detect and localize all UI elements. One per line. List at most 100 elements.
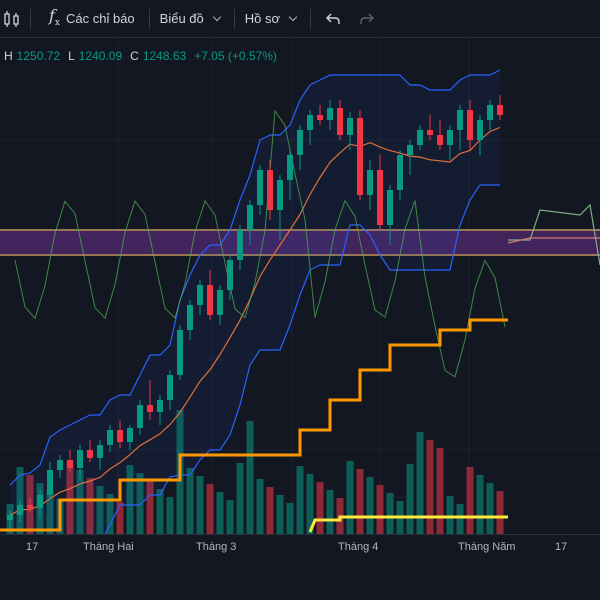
candle-body (407, 145, 413, 155)
redo-button[interactable] (359, 0, 375, 38)
candle-body (147, 405, 153, 412)
close-value: 1248.63 (142, 49, 187, 63)
candle-body (477, 120, 483, 140)
candle-body (197, 285, 203, 305)
candle-body (367, 170, 373, 195)
undo-icon (326, 13, 340, 24)
candle-body (47, 470, 53, 495)
volume-bar (316, 482, 324, 534)
volume-bar (196, 476, 204, 534)
candle-body (317, 115, 323, 120)
candle-body (217, 290, 223, 315)
volume-bar (466, 467, 474, 534)
candle-body (97, 445, 103, 458)
chart-toolbar: fx Các chỉ báo Biểu đồ Hồ sơ (0, 0, 600, 38)
candle-body (417, 130, 423, 145)
bollinger-lower-line (104, 184, 500, 534)
volume-bar (406, 464, 414, 534)
time-axis-label: Tháng Hai (83, 541, 134, 553)
volume-bar (236, 463, 244, 534)
candle-body (37, 495, 43, 508)
volume-bar (246, 421, 254, 534)
candle-body (27, 505, 33, 508)
candle-body (357, 118, 363, 195)
chevron-down-icon (212, 12, 221, 21)
candle-body (177, 330, 183, 375)
candles-chart-type-button[interactable] (2, 0, 22, 38)
candle-body (127, 428, 133, 442)
volume-bar (346, 461, 354, 534)
volume-bar (256, 479, 264, 534)
volume-bar (416, 432, 424, 534)
volume-bar (226, 500, 234, 534)
volume-bar (296, 466, 304, 534)
volume-bar (46, 491, 54, 534)
time-axis-label: Tháng 4 (338, 541, 379, 553)
candles-icon (4, 10, 19, 27)
price-zone-band (0, 229, 600, 256)
candle-body (307, 115, 313, 130)
orange-step-line (0, 318, 508, 532)
toolbar-divider (310, 8, 312, 29)
volume-bar (386, 493, 394, 534)
high-key: H (4, 49, 13, 63)
low-value: 1240.09 (78, 49, 123, 63)
profile-menu-button[interactable]: Hồ sơ (245, 0, 298, 38)
time-axis-label: 17 (26, 541, 39, 553)
moving-average-line (9, 126, 501, 516)
volume-bar (276, 495, 284, 534)
volume-bar (446, 496, 454, 534)
chevron-down-icon (288, 12, 298, 21)
undo-button[interactable] (325, 0, 341, 38)
candle-body (337, 108, 343, 135)
volume-bar (216, 492, 224, 534)
volume-bar (76, 470, 84, 534)
candle-body (257, 170, 263, 205)
chart-menu-button[interactable]: Biểu đồ (160, 0, 221, 38)
candle-body (157, 400, 163, 412)
indicators-button[interactable]: fx Các chỉ báo (49, 0, 135, 38)
candle-body (87, 450, 93, 458)
candle-body (137, 405, 143, 428)
candle-body (347, 118, 353, 135)
time-axis-label: 17 (555, 541, 568, 553)
change-value: +7.05 (+0.57%) (194, 49, 277, 63)
candle-body (227, 260, 233, 290)
candle-body (247, 205, 253, 230)
candle-body (397, 155, 403, 190)
volume-bar (66, 462, 74, 534)
candle-body (457, 110, 463, 130)
volume-bar (476, 475, 484, 534)
toolbar-divider (30, 8, 31, 29)
volume-bar (426, 440, 434, 534)
volume-bar (106, 494, 114, 534)
volume-bar (156, 489, 164, 534)
volume-bar (306, 474, 314, 534)
bollinger-upper-line (9, 69, 501, 486)
volume-bar (376, 485, 384, 534)
low-key: L (68, 49, 75, 63)
price-chart[interactable] (0, 38, 600, 534)
candle-body (67, 460, 73, 468)
close-key: C (130, 49, 139, 63)
indicators-label: Các chỉ báo (66, 11, 135, 26)
volume-bar (436, 448, 444, 534)
green-line (14, 109, 506, 378)
volume-bar (146, 481, 154, 534)
candle-body (437, 135, 443, 145)
candle-body (297, 130, 303, 155)
volume-bar (486, 483, 494, 534)
candle-body (117, 430, 123, 442)
volume-bar (116, 502, 124, 534)
volume-bar (206, 484, 214, 534)
candle-body (207, 285, 213, 315)
ohlc-legend: H 1250.72 L 1240.09 C 1248.63 +7.05 (+0.57%… (4, 49, 277, 63)
candle-body (7, 515, 13, 520)
time-axis-label: Tháng Năm (458, 541, 516, 553)
volume-bar (326, 490, 334, 534)
candle-body (17, 505, 23, 515)
candle-body (447, 130, 453, 145)
projection-line (508, 203, 600, 266)
time-axis[interactable] (0, 534, 600, 600)
volume-bar (266, 487, 274, 534)
